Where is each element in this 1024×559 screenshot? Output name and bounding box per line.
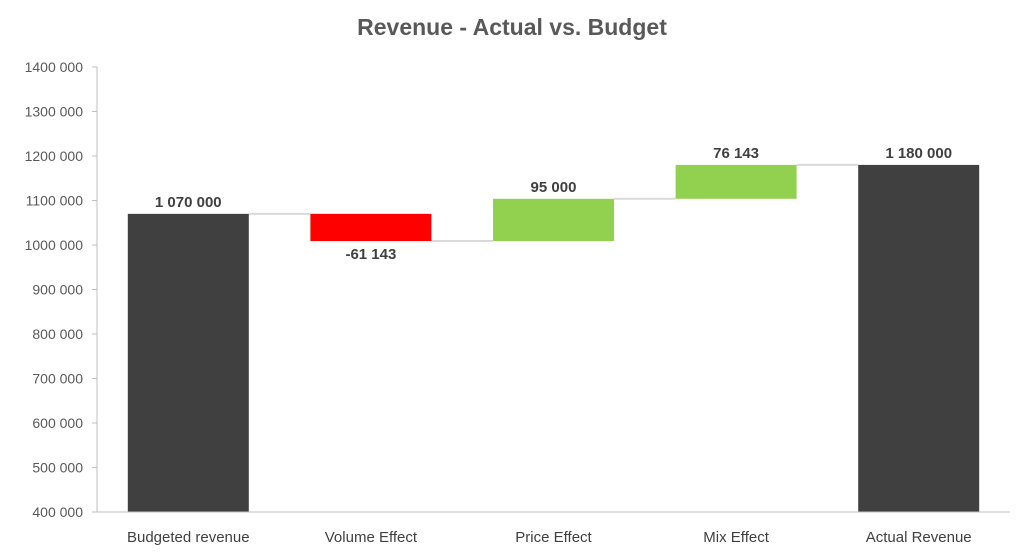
- y-tick-label: 500 000: [32, 460, 83, 476]
- bar-mix-effect: [675, 164, 797, 199]
- bar-volume-effect: [310, 213, 432, 242]
- y-tick-label: 800 000: [32, 326, 83, 342]
- bars: [127, 164, 980, 512]
- data-label: -61 143: [345, 246, 396, 263]
- x-tick-label: Price Effect: [515, 529, 592, 546]
- bar-budgeted-revenue: [127, 213, 249, 512]
- x-tick-label: Budgeted revenue: [127, 529, 250, 546]
- x-tick-label: Mix Effect: [703, 529, 769, 546]
- x-tick-label: Actual Revenue: [866, 529, 972, 546]
- y-tick-label: 900 000: [32, 282, 83, 298]
- data-labels: 1 070 000 -61 143 95 000 76 143 1 180 000: [155, 145, 952, 263]
- connector-lines: [248, 163, 859, 243]
- y-tick-label: 1400 000: [25, 59, 84, 75]
- y-axis: 400 000 500 000 600 000 700 000 800 000 900 0…: [25, 59, 98, 520]
- y-tick-label: 1100 000: [26, 193, 84, 209]
- y-tick-label: 700 000: [32, 371, 83, 387]
- x-tick-label: Volume Effect: [325, 529, 418, 546]
- data-label: 1 180 000: [885, 145, 952, 162]
- y-tick-label: 1000 000: [25, 237, 84, 253]
- y-tick-label: 1300 000: [25, 104, 84, 120]
- x-axis: Budgeted revenue Volume Effect Price Effec…: [97, 511, 1010, 546]
- y-tick-label: 400 000: [32, 504, 83, 520]
- data-label: 76 143: [713, 145, 759, 162]
- data-label: 1 070 000: [155, 194, 222, 211]
- y-tick-label: 600 000: [32, 415, 83, 431]
- bar-price-effect: [493, 198, 614, 242]
- y-tick-label: 1200 000: [25, 148, 84, 164]
- bar-actual-revenue: [858, 164, 980, 512]
- data-label: 95 000: [531, 179, 577, 196]
- chart-title: Revenue - Actual vs. Budget: [357, 14, 667, 40]
